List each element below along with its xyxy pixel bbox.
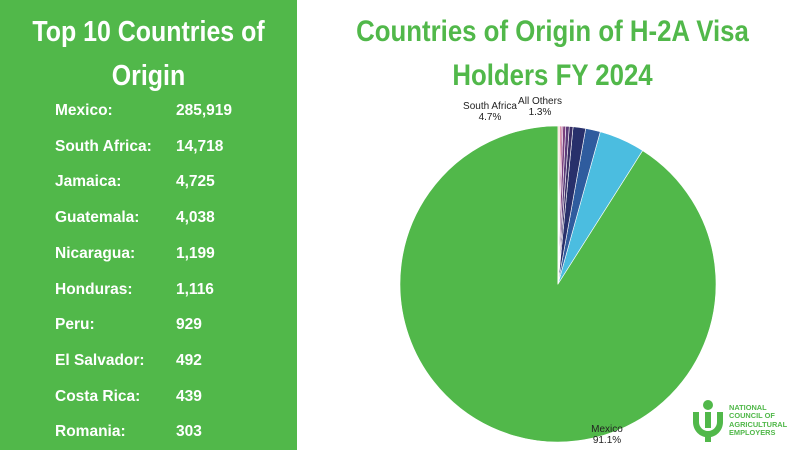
pie-slice [557,125,560,285]
chart-title: Countries of Origin of H-2A Visa Holders… [340,10,766,98]
logo-line1: NATIONAL [729,403,767,412]
country-count: 439 [176,387,202,405]
chart-title-line2: Holders FY 2024 [452,59,653,92]
country-name: Guatemala: [55,209,140,227]
logo-line4: EMPLOYERS [729,428,776,438]
ncae-logo: NATIONAL COUNCIL OF AGRICULTURAL EMPLOYE… [690,398,794,442]
slice-label-south-africa: South Africa [463,101,517,112]
country-name: Jamaica: [55,173,122,191]
logo-line3: AGRICULTURAL [729,419,788,429]
slice-label-mexico: Mexico [591,424,623,435]
slice-label-south-africa: 4.7% [479,112,502,123]
country-name: Peru: [55,316,95,334]
country-name: Mexico: [55,102,113,119]
country-name: Nicaragua: [55,244,136,262]
logo-line2: COUNCIL OF [729,411,775,421]
slice-label-all-others: All Others [518,96,562,107]
country-count: 285,919 [176,102,233,119]
country-count: 1,199 [176,244,215,262]
panel-title-line1: Top 10 Countries of [32,16,265,48]
slice-label-all-others: 1.3% [529,107,552,118]
country-count: 929 [176,316,202,334]
country-count: 1,116 [176,280,214,298]
chart-title-line1: Countries of Origin of H-2A Visa [356,15,749,48]
ncae-logo-text: NATIONAL COUNCIL OF AGRICULTURAL EMPLOYE… [729,403,788,438]
country-count: 4,725 [176,173,215,191]
country-name: Costa Rica: [55,387,141,405]
country-count: 303 [176,423,202,441]
country-name: El Salvador: [55,351,145,369]
panel-title-line2: Origin [111,60,186,92]
ncae-logo-icon [693,400,723,442]
top-countries-panel: Top 10 Countries of Origin Mexico: 285,91… [0,0,297,450]
country-name: Romania: [55,423,126,441]
slice-label-mexico: 91.1% [593,435,621,446]
country-count: 4,038 [176,209,215,227]
country-count: 14,718 [176,137,224,155]
panel-title: Top 10 Countries of Origin [21,10,276,98]
country-name: South Africa: [55,137,152,155]
country-count: 492 [176,351,202,369]
country-name: Honduras: [55,280,133,298]
